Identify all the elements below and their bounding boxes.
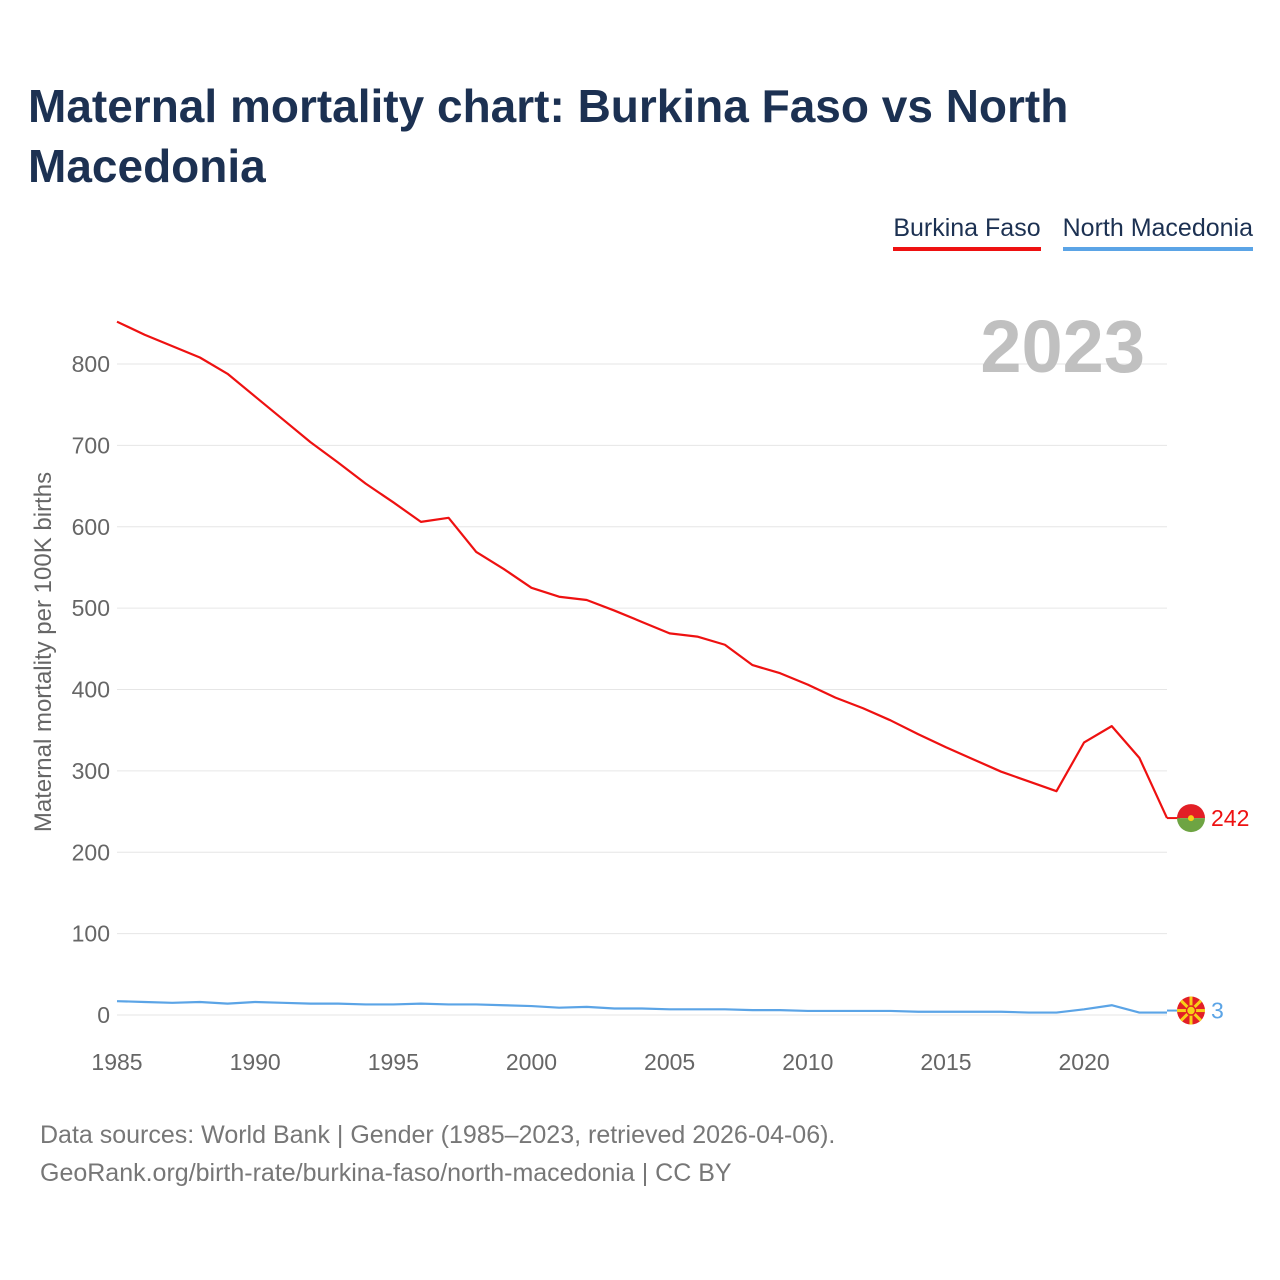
x-axis-ticks: 1985 1990 1995 2000 2005 2010 2015 2020 — [91, 1049, 1109, 1075]
x-tick-label-1995: 1995 — [368, 1049, 419, 1075]
y-axis-label: Maternal mortality per 100K births — [30, 472, 57, 832]
series-line-north-macedonia — [116, 1000, 1167, 1014]
burkina-faso-flag-icon — [1177, 804, 1205, 833]
legend-item-burkina-faso[interactable]: Burkina Faso — [893, 212, 1041, 251]
star-icon — [1188, 815, 1194, 822]
y-tick-label-100: 100 — [72, 921, 110, 947]
y-tick-label-700: 700 — [72, 432, 110, 458]
gridlines — [117, 363, 1167, 1016]
north-macedonia-flag-icon — [1177, 996, 1205, 1025]
x-tick-label-2010: 2010 — [782, 1049, 833, 1075]
y-tick-label-500: 500 — [72, 595, 110, 621]
y-tick-label-600: 600 — [72, 514, 110, 540]
legend: Burkina Faso North Macedonia — [893, 212, 1253, 251]
x-tick-label-2015: 2015 — [920, 1049, 971, 1075]
flag-red-half — [1177, 804, 1205, 819]
y-axis-ticks: 0 100 200 300 400 500 600 700 800 — [72, 351, 110, 1028]
x-tick-label-1985: 1985 — [91, 1049, 142, 1075]
y-tick-label-0: 0 — [97, 1002, 110, 1028]
y-tick-label-400: 400 — [72, 677, 110, 703]
source-line-1: Data sources: World Bank | Gender (1985–… — [40, 1121, 836, 1149]
end-label-north-macedonia: 3 — [1211, 998, 1224, 1024]
x-tick-label-2000: 2000 — [506, 1049, 557, 1075]
x-tick-label-2005: 2005 — [644, 1049, 695, 1075]
source-note: Data sources: World Bank | Gender (1985–… — [40, 1116, 835, 1192]
x-tick-label-1990: 1990 — [230, 1049, 281, 1075]
series-line-burkina-faso — [116, 320, 1168, 819]
series-lines — [116, 320, 1180, 1014]
x-tick-label-2020: 2020 — [1059, 1049, 1110, 1075]
end-label-burkina-faso: 242 — [1211, 805, 1249, 831]
flag-green-half — [1177, 818, 1205, 833]
end-labels: 242 3 — [1211, 805, 1249, 1023]
source-line-2[interactable]: GeoRank.org/birth-rate/burkina-faso/nort… — [40, 1159, 732, 1187]
year-watermark: 2023 — [980, 305, 1145, 388]
end-flags — [1177, 804, 1205, 1025]
chart-title: Maternal mortality chart: Burkina Faso v… — [28, 80, 1069, 192]
sun-icon — [1185, 1005, 1197, 1016]
legend-item-north-macedonia[interactable]: North Macedonia — [1062, 212, 1253, 251]
y-tick-label-200: 200 — [72, 839, 110, 865]
y-tick-label-800: 800 — [72, 351, 110, 377]
y-tick-label-300: 300 — [72, 758, 110, 784]
